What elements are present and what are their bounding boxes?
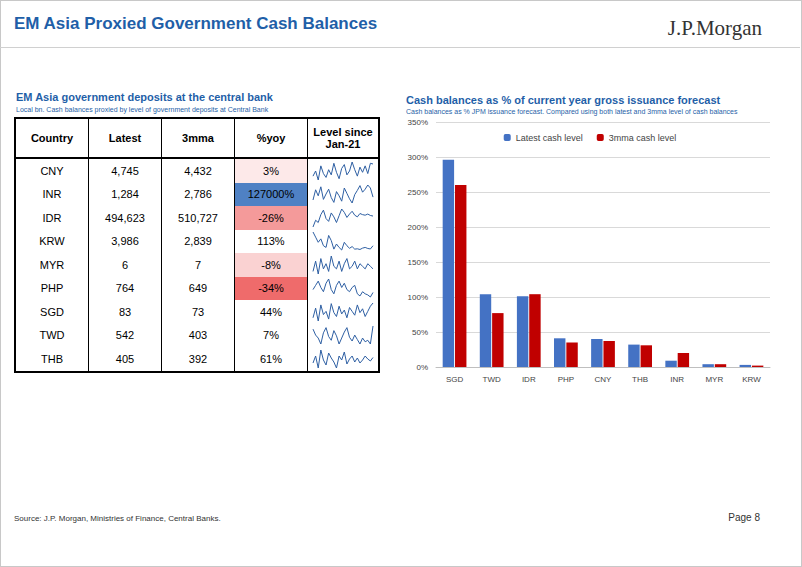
html-text:-34%: -34% [258,282,284,295]
html-text:INR: INR [42,188,62,201]
html-text:494,623: 494,623 [105,211,145,224]
svg-text:50%: 50% [412,328,428,337]
svg-text:CNY: CNY [595,375,613,384]
html-text:Cash balances as % of current: Cash balances as % of current year gross… [406,94,721,106]
html-text:SGD: SGD [40,305,64,318]
html-text:TWD: TWD [39,329,65,342]
html-text:2,839: 2,839 [184,235,212,248]
html-text:EM Asia Proxied Government Cas: EM Asia Proxied Government Cash Balances [14,14,378,33]
html-text:6: 6 [121,258,129,271]
html-text:4,432: 4,432 [184,164,212,177]
html-text:MYR: MYR [39,258,65,271]
svg-text:THB: THB [632,375,648,384]
html-text:44%: 44% [260,305,282,318]
svg-text:300%: 300% [408,153,428,162]
html-text:510,727: 510,727 [178,211,218,224]
html-text:Local bn. Cash balances proxie: Local bn. Cash balances proxied by level… [16,106,269,113]
html-text:PHP: PHP [40,282,64,295]
html-text:7%: 7% [263,329,279,342]
html-text:7: 7 [194,258,202,271]
html-text:3%: 3% [263,164,279,177]
html-text:83: 83 [118,305,132,318]
html-text:61%: 61% [260,352,282,365]
svg-text:MYR: MYR [705,375,723,384]
html-text:2,786: 2,786 [184,188,212,201]
html-text:403: 403 [188,329,208,342]
svg-text:3mma cash level: 3mma cash level [609,133,677,143]
html-text:Latest: Latest [108,132,142,144]
html-text:1,284: 1,284 [111,188,139,201]
html-text:3,986: 3,986 [111,235,139,248]
svg-text:350%: 350% [408,118,428,127]
svg-text:100%: 100% [408,293,428,302]
html-text:-26%: -26% [258,211,284,224]
html-text:405: 405 [115,352,135,365]
html-text:Cash balances as % JPM issuanc: Cash balances as % JPM issuance forecast… [406,108,738,115]
html-text:CNY: CNY [40,164,64,177]
html-text:764: 764 [115,282,135,295]
html-text:Level since Jan-21: Level since Jan-21 [313,126,373,150]
svg-text:PHP: PHP [558,375,574,384]
html-text:127000%: 127000% [247,188,295,201]
html-text:IDR: IDR [42,211,62,224]
svg-text:INR: INR [670,375,684,384]
html-text:542: 542 [115,329,135,342]
svg-text:Latest cash level: Latest cash level [516,133,583,143]
html-text:392: 392 [188,352,208,365]
html-text:KRW: KRW [39,235,65,248]
html-text:J.P.Morgan: J.P.Morgan [667,16,762,40]
svg-text:200%: 200% [408,223,428,232]
svg-text:IDR: IDR [522,375,536,384]
svg-text:KRW: KRW [742,375,761,384]
html-text:Source: J.P. Morgan, Ministrie: Source: J.P. Morgan, Ministries of Finan… [14,514,221,523]
html-text:Page 8: Page 8 [728,512,760,523]
html-text:3mma: 3mma [182,132,214,144]
html-text:73: 73 [191,305,205,318]
html-text:-8%: -8% [261,258,281,271]
html-text:Country: Country [30,132,74,144]
svg-text:0%: 0% [416,363,428,372]
html-text:THB: THB [41,352,63,365]
html-text:4,745: 4,745 [111,164,139,177]
svg-text:TWD: TWD [483,375,501,384]
svg-text:SGD: SGD [446,375,464,384]
svg-text:150%: 150% [408,258,428,267]
html-text:EM Asia government deposits at: EM Asia government deposits at the centr… [16,91,273,103]
html-text:113%: 113% [257,235,285,248]
html-text:649: 649 [188,282,208,295]
svg-text:250%: 250% [408,188,428,197]
html-text:%yoy: %yoy [256,132,286,144]
